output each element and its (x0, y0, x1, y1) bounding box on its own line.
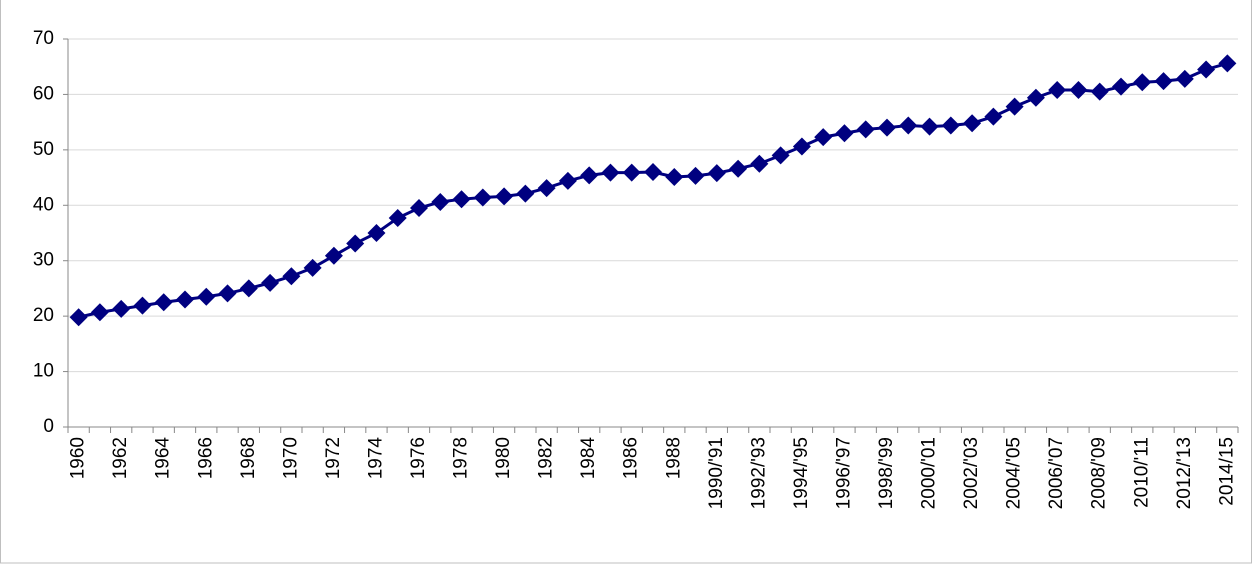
data-point (644, 163, 662, 182)
data-point (90, 303, 109, 322)
data-point (665, 168, 684, 187)
data-point (324, 246, 343, 265)
x-tick-label: 2012/'13 (1174, 437, 1195, 509)
data-point (580, 166, 599, 185)
data-point (410, 199, 428, 218)
data-point (856, 120, 875, 139)
data-point (537, 179, 556, 198)
data-point (899, 116, 918, 135)
x-tick-label: 1980 (493, 437, 514, 479)
x-tick-label: 1984 (578, 437, 599, 480)
x-tick-label: 2010/'11 (1131, 437, 1152, 508)
data-point (941, 116, 960, 135)
x-tick-label: 1982 (536, 437, 557, 479)
data-point (920, 117, 939, 136)
y-tick-label: 20 (33, 305, 54, 326)
x-tick-label: 1976 (408, 437, 429, 479)
data-point (516, 184, 535, 203)
x-tick-label: 2014/15 (1216, 437, 1237, 506)
x-tick-label: 1992/'93 (748, 437, 769, 509)
data-point (303, 258, 322, 277)
data-point (218, 284, 237, 303)
data-point (495, 187, 514, 206)
data-point (367, 224, 386, 242)
x-tick-label: 2000/'01 (919, 437, 940, 509)
x-tick-label: 1996/'97 (833, 437, 854, 509)
y-tick-label: 60 (33, 83, 54, 104)
y-tick-label: 50 (33, 139, 54, 160)
data-point (1090, 82, 1109, 101)
data-point (686, 166, 705, 185)
data-point (473, 188, 492, 207)
data-point (1175, 69, 1194, 88)
x-tick-label: 1978 (451, 437, 472, 479)
x-tick-label: 1990/'91 (706, 437, 727, 509)
data-point (835, 124, 854, 143)
data-point (792, 137, 811, 156)
data-point (1112, 77, 1130, 96)
data-point (261, 273, 280, 292)
data-point (1197, 60, 1216, 79)
data-point (1005, 97, 1024, 116)
data-point (558, 171, 577, 190)
data-point (814, 128, 833, 147)
x-tick-label: 1994/'95 (791, 437, 812, 509)
y-tick-label: 0 (43, 416, 54, 437)
x-tick-label: 1966 (195, 437, 216, 479)
x-tick-label: 1972 (323, 437, 344, 479)
x-tick-label: 2002/'03 (961, 437, 982, 509)
y-tick-label: 30 (33, 250, 54, 271)
data-point (346, 234, 365, 253)
data-point (69, 308, 88, 327)
data-point (622, 163, 641, 182)
data-point (176, 290, 194, 309)
data-point (154, 293, 173, 312)
data-point (282, 267, 301, 286)
data-point (1069, 80, 1088, 99)
x-tick-label: 1964 (153, 437, 174, 480)
data-point (239, 279, 258, 298)
y-tick-label: 70 (33, 28, 54, 49)
x-tick-label: 1970 (280, 437, 301, 479)
data-point (984, 107, 1003, 126)
x-tick-label: 1960 (68, 437, 89, 479)
data-point (1154, 72, 1173, 91)
data-point (197, 287, 216, 306)
data-point (878, 118, 896, 137)
x-tick-label: 1968 (238, 437, 259, 479)
data-point (963, 114, 982, 133)
x-tick-label: 1986 (621, 437, 642, 479)
data-point (601, 163, 620, 182)
data-point (133, 296, 152, 315)
y-tick-label: 10 (33, 361, 54, 382)
data-point (112, 299, 131, 318)
y-tick-label: 40 (33, 194, 54, 215)
data-point (750, 154, 769, 173)
x-tick-label: 2004/'05 (1004, 437, 1025, 509)
data-point (1026, 88, 1045, 107)
data-point (1218, 54, 1237, 73)
data-point (1133, 73, 1152, 92)
x-tick-label: 1962 (110, 437, 131, 479)
x-tick-label: 1998/'99 (876, 437, 897, 509)
data-point (707, 164, 726, 183)
data-point (388, 209, 407, 228)
data-point (452, 190, 471, 209)
data-point (431, 192, 450, 211)
x-tick-label: 2008/'09 (1089, 437, 1110, 509)
x-tick-label: 1974 (365, 437, 386, 480)
x-tick-label: 1988 (663, 437, 684, 479)
x-tick-label: 2006/'07 (1046, 437, 1067, 509)
data-point (1048, 80, 1067, 99)
data-point (729, 159, 748, 178)
data-point (771, 146, 790, 165)
